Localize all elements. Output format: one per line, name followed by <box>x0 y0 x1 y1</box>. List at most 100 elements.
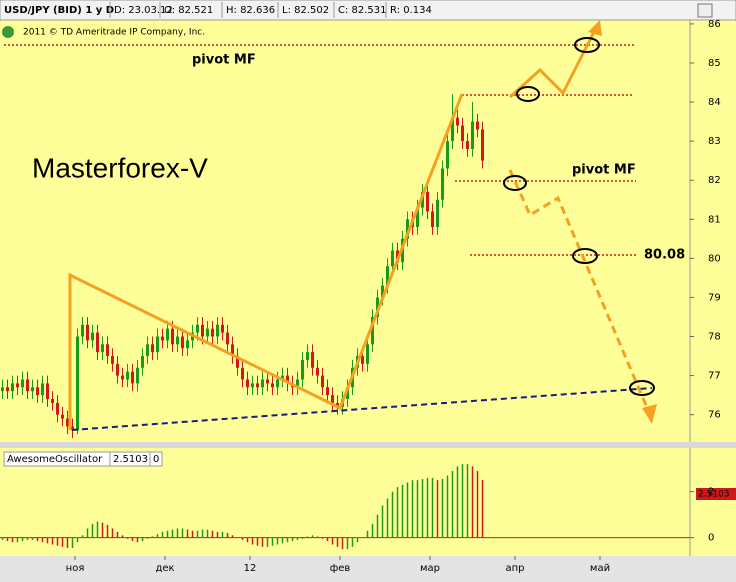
x-tick-label: апр <box>505 563 524 574</box>
candle-body <box>26 379 29 392</box>
candle-body <box>391 250 394 267</box>
candle-body <box>266 379 269 384</box>
y-tick-label: 77 <box>708 371 721 382</box>
candle-body <box>216 324 219 337</box>
candle-body <box>36 387 39 396</box>
candle-body <box>436 199 439 228</box>
candle-body <box>231 344 234 357</box>
candle-body <box>151 344 154 353</box>
header-field: C: 82.531 <box>338 5 387 16</box>
osc-last-value: 2.5103 <box>698 490 730 500</box>
header-field: O: 82.521 <box>164 5 213 16</box>
candle-body <box>61 414 64 419</box>
candle-body <box>386 266 389 286</box>
candle-body <box>6 387 9 392</box>
drawings <box>68 20 657 431</box>
candle-body <box>236 356 239 368</box>
candle-body <box>201 324 204 337</box>
osc-param: 0 <box>153 454 159 465</box>
y-tick-label: 83 <box>708 136 721 147</box>
candle-body <box>481 129 484 161</box>
header-field: D: 23.03.12 <box>114 5 173 16</box>
x-tick-label: дек <box>155 563 174 574</box>
candle-body <box>71 426 74 431</box>
info-icon <box>2 26 14 38</box>
candle-body <box>336 402 339 407</box>
x-tick-label: мар <box>420 563 440 574</box>
candle-body <box>21 379 24 388</box>
candle-body <box>181 336 184 349</box>
candle-body <box>141 356 144 368</box>
candle-body <box>456 117 459 126</box>
y-tick-label: 85 <box>708 58 721 69</box>
watermark: Masterforex-V <box>32 152 208 183</box>
y-tick-label: 81 <box>708 214 721 225</box>
candle-body <box>296 379 299 388</box>
osc-title: AwesomeOscillator <box>7 454 103 465</box>
candle-body <box>136 367 139 384</box>
candle-body <box>161 336 164 341</box>
candle-body <box>321 375 324 388</box>
candle-body <box>406 219 409 239</box>
candle-body <box>126 371 129 380</box>
candle-body <box>131 371 134 384</box>
candle-body <box>461 125 464 142</box>
candle-body <box>276 379 279 388</box>
candle-body <box>471 121 474 149</box>
candle-body <box>331 395 334 403</box>
ellipse <box>629 380 655 396</box>
candle-body <box>281 375 284 380</box>
candle-body <box>451 117 454 142</box>
ellipse <box>503 175 527 191</box>
osc-last-box <box>696 488 736 500</box>
x-tick-label: фев <box>330 563 351 574</box>
pivot-label: pivot MF <box>572 163 636 178</box>
candle-body <box>251 383 254 388</box>
candle-body <box>81 324 84 337</box>
candle-body <box>466 141 469 149</box>
y-tick-label: 79 <box>708 292 721 303</box>
candle-body <box>366 344 369 364</box>
x-tick-label: 12 <box>244 563 257 574</box>
candle-body <box>301 359 304 380</box>
y-tick-label: 86 <box>708 19 721 30</box>
candle-body <box>361 356 364 364</box>
arrow-head <box>642 404 657 424</box>
candle-body <box>1 387 4 392</box>
candle-body <box>326 387 329 396</box>
osc-value: 2.5103 <box>113 454 148 465</box>
candle-body <box>196 324 199 333</box>
candle-body <box>376 297 379 317</box>
y-tick-label: 76 <box>708 410 721 421</box>
price-pane <box>0 20 736 442</box>
candle-body <box>146 344 149 357</box>
header-field: R: 0.134 <box>390 5 432 16</box>
candle-body <box>221 324 224 333</box>
y-tick-label: 2 <box>708 487 714 498</box>
candle-body <box>271 383 274 388</box>
ellipse <box>574 37 600 53</box>
candle-body <box>66 418 69 427</box>
candle-body <box>56 402 59 415</box>
candle-body <box>441 168 444 200</box>
y-tick-label: 78 <box>708 332 721 343</box>
time-axis <box>0 556 736 582</box>
candle-body <box>286 375 289 384</box>
candle-body <box>306 352 309 360</box>
candle-body <box>106 344 109 357</box>
candle-body <box>116 363 119 376</box>
candle-body <box>86 324 89 341</box>
candle-body <box>226 332 229 345</box>
y-tick-label: 0 <box>708 533 714 544</box>
candle-body <box>261 379 264 388</box>
window-button[interactable] <box>697 3 713 18</box>
candle-body <box>346 387 349 400</box>
header-bar <box>0 0 736 21</box>
x-tick-label: май <box>590 563 610 574</box>
candle-body <box>176 336 179 345</box>
candle-body <box>101 344 104 353</box>
candle-body <box>476 121 479 130</box>
osc-param-box <box>149 451 163 467</box>
candle-body <box>11 383 14 392</box>
